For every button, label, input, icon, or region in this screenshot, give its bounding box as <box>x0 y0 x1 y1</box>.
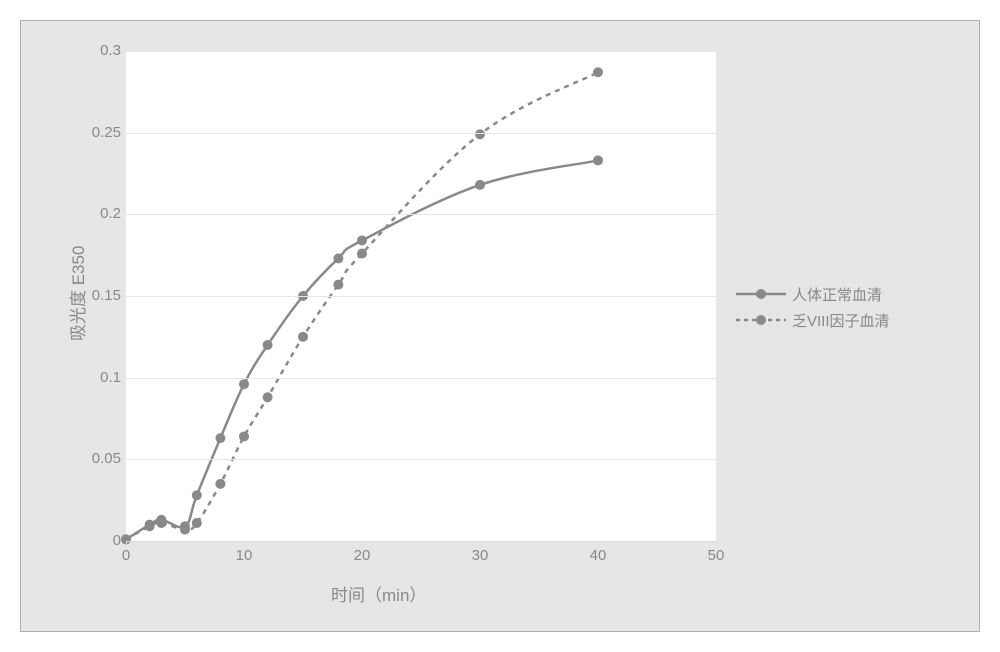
series-marker-deficient <box>239 431 249 441</box>
x-tick-label: 50 <box>701 547 731 564</box>
series-line-normal <box>126 160 598 539</box>
legend-item-normal: 人体正常血清 <box>736 281 890 307</box>
y-tick-label: 0.15 <box>76 287 121 304</box>
y-tick-label: 0.3 <box>76 42 121 59</box>
series-marker-normal <box>475 180 485 190</box>
y-tick-label: 0.2 <box>76 205 121 222</box>
series-marker-deficient <box>215 479 225 489</box>
series-marker-deficient <box>357 249 367 259</box>
series-marker-normal <box>593 155 603 165</box>
series-marker-normal <box>239 379 249 389</box>
x-tick-label: 40 <box>583 547 613 564</box>
series-marker-deficient <box>180 525 190 535</box>
series-marker-deficient <box>145 521 155 531</box>
series-marker-normal <box>192 490 202 500</box>
series-marker-normal <box>357 235 367 245</box>
series-marker-deficient <box>263 392 273 402</box>
grid-h <box>126 296 716 297</box>
y-tick-label: 0.05 <box>76 450 121 467</box>
x-tick-label: 30 <box>465 547 495 564</box>
series-marker-deficient <box>475 129 485 139</box>
x-tick-label: 20 <box>347 547 377 564</box>
x-tick <box>716 541 717 546</box>
series-marker-normal <box>333 253 343 263</box>
grid-h <box>126 459 716 460</box>
y-tick-label: 0.25 <box>76 124 121 141</box>
series-marker-deficient <box>156 518 166 528</box>
series-marker-normal <box>215 433 225 443</box>
y-tick-label: 0.1 <box>76 369 121 386</box>
series-line-deficient <box>126 72 598 539</box>
grid-h <box>126 51 716 52</box>
series-marker-deficient <box>593 67 603 77</box>
x-axis-title: 时间（min） <box>331 581 426 606</box>
series-marker-normal <box>263 340 273 350</box>
legend-swatch-deficient <box>736 312 786 328</box>
x-tick-label: 10 <box>229 547 259 564</box>
legend-label-deficient: 乏VIII因子血清 <box>792 310 890 331</box>
grid-h <box>126 214 716 215</box>
grid-h <box>126 133 716 134</box>
legend: 人体正常血清 乏VIII因子血清 <box>736 281 890 333</box>
grid-h <box>126 378 716 379</box>
x-tick-label: 0 <box>111 547 141 564</box>
series-marker-deficient <box>298 332 308 342</box>
series-marker-deficient <box>192 518 202 528</box>
legend-item-deficient: 乏VIII因子血清 <box>736 307 890 333</box>
legend-swatch-normal <box>736 286 786 302</box>
legend-label-normal: 人体正常血清 <box>792 284 882 305</box>
x-axis-line <box>126 541 716 542</box>
series-marker-deficient <box>333 280 343 290</box>
chart-container: 吸光度 E350 时间（min） 人体正常血清 乏VIII因子血清 00.050… <box>20 20 980 632</box>
